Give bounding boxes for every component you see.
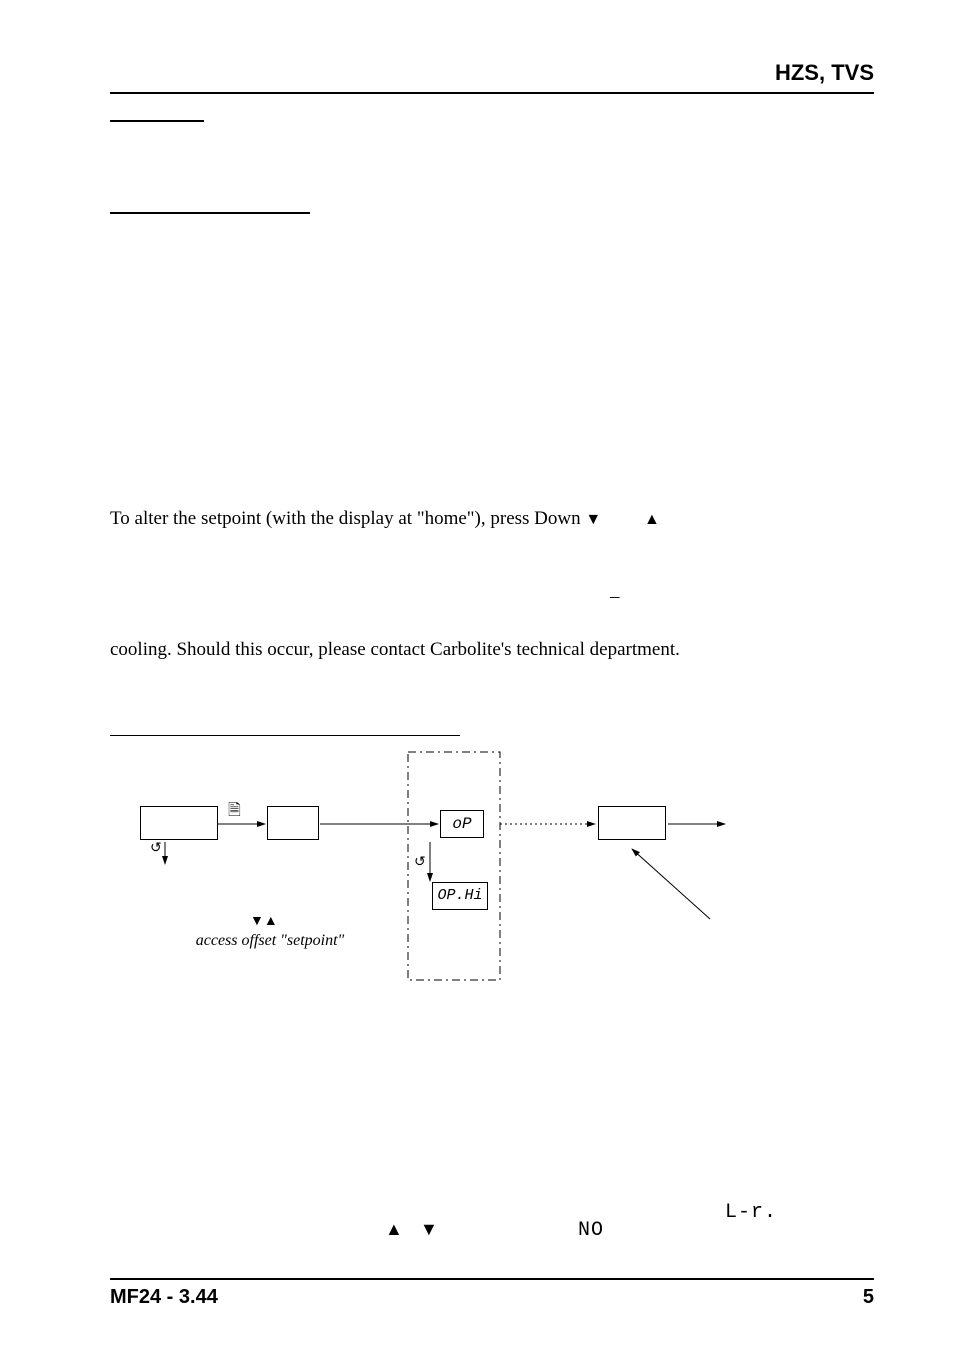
dash-text: – — [610, 586, 620, 607]
header-title: HZS, TVS — [110, 60, 874, 86]
rule-short — [110, 120, 204, 122]
down-triangle-icon: ▼ — [585, 511, 601, 528]
footer-page-number: 5 — [863, 1286, 874, 1309]
op-box: oP — [440, 810, 484, 838]
paragraph-cooling: cooling. Should this occur, please conta… — [110, 635, 874, 665]
footer-left: MF24 - 3.44 — [110, 1286, 218, 1309]
seg-down-icon: ▼ — [420, 1219, 438, 1240]
page-press-box — [267, 806, 319, 840]
diagram-section: ↺ 🗎 oP ↺ OP.Hi ▼▲ access offset "setpoin… — [110, 735, 874, 1004]
body-text: To alter the setpoint (with the display … — [110, 504, 874, 665]
right-box — [598, 806, 666, 840]
scroll-icon-1: ↺ — [150, 840, 162, 857]
up-triangle-icon: ▲ — [644, 511, 660, 528]
home-box — [140, 806, 218, 840]
page-icon: 🗎 — [228, 799, 241, 826]
seg-up-icon: ▲ — [385, 1219, 403, 1240]
diagram-caption: access offset "setpoint" — [170, 932, 370, 950]
rule-medium — [110, 212, 310, 214]
paragraph-setpoint: To alter the setpoint (with the display … — [110, 504, 874, 534]
seg-lr: L-r. — [725, 1201, 777, 1224]
p1-text: To alter the setpoint (with the display … — [110, 508, 581, 529]
diagram: ↺ 🗎 oP ↺ OP.Hi ▼▲ access offset "setpoin… — [110, 744, 870, 1004]
seg-no: NO — [578, 1219, 604, 1242]
page-footer: MF24 - 3.44 5 — [110, 1278, 874, 1309]
oph-box: OP.Hi — [432, 882, 488, 910]
diagram-lines — [110, 744, 870, 1004]
diagram-top-rule — [110, 735, 460, 736]
scroll-icon-2: ↺ — [414, 854, 426, 871]
arrow-keys-icon: ▼▲ — [250, 914, 278, 930]
paragraph-dash: – — [110, 582, 874, 612]
page-header: HZS, TVS — [110, 60, 874, 94]
